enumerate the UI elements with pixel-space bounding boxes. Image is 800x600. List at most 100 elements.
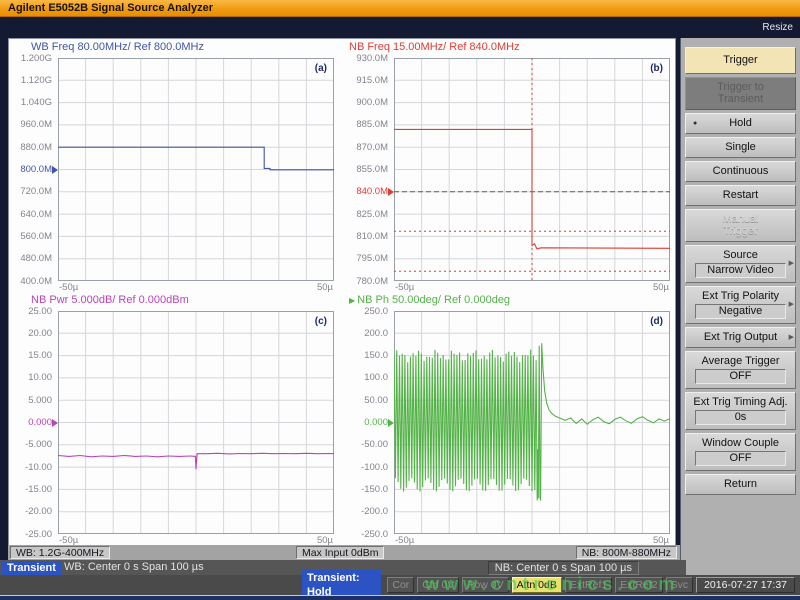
y-tick-label: 480.0M: [20, 253, 52, 264]
status-indicator: Cor: [387, 577, 414, 593]
y-tick-label: 800.0M: [20, 164, 52, 175]
y-axis-labels: 1.200G1.120G1.040G960.0M880.0M800.0M720.…: [9, 58, 55, 281]
softkey-value: OFF: [695, 369, 786, 384]
info-bar: WB: 1.2G-400MHz Max Input 0dBm NB: 800M-…: [8, 545, 680, 560]
reference-level-marker-icon: [52, 166, 58, 174]
softkey-return[interactable]: Return: [685, 474, 796, 495]
y-tick-label: 0.000: [364, 417, 388, 428]
reference-level-marker-icon: [388, 188, 394, 196]
status-indicator: Ctrl 0V: [417, 577, 459, 593]
softkey-value: Negative: [695, 304, 786, 319]
y-tick-label: -50.00: [361, 439, 388, 450]
datetime-display: 2016-07-27 17:37: [696, 577, 795, 593]
softkey-ext-trig-timing-adj[interactable]: Ext Trig Timing Adj.0s: [685, 392, 796, 430]
status-indicator: Svc: [666, 577, 694, 593]
y-tick-label: 960.0M: [20, 119, 52, 130]
softkey-label: Transient: [686, 93, 795, 105]
status-indicator: Attn 0dB: [512, 577, 562, 593]
y-tick-label: 400.0M: [20, 276, 52, 287]
softkey-source[interactable]: SourceNarrow Video▶: [685, 245, 796, 283]
bottom-strip: [0, 595, 800, 600]
y-tick-label: 825.0M: [356, 209, 388, 220]
softkey-label: Continuous: [686, 165, 795, 177]
y-tick-label: 20.00: [28, 328, 52, 339]
y-tick-label: 810.0M: [356, 231, 388, 242]
plot-nb-pwr[interactable]: NB Pwr 5.000dB/ Ref 0.000dBm 25.0020.0015…: [9, 292, 342, 545]
y-tick-label: 100.0: [364, 372, 388, 383]
softkey-label: Ext Trig Polarity: [686, 290, 795, 302]
y-tick-label: 250.0: [364, 306, 388, 317]
y-tick-label: 885.0M: [356, 119, 388, 130]
instrument-screen: Agilent E5052B Signal Source Analyzer Re…: [0, 0, 800, 600]
trace-svg: [394, 311, 670, 534]
y-tick-label: 780.0M: [356, 276, 388, 287]
y-axis-labels: 930.0M915.0M900.0M885.0M870.0M855.0M840.…: [345, 58, 391, 281]
submenu-arrow-icon: ▶: [789, 333, 794, 341]
softkey-label: Hold: [686, 117, 795, 129]
softkey-label: Single: [686, 141, 795, 153]
wb-sweep-label: WB: Center 0 s Span 100 µs: [64, 560, 204, 575]
transient-badge: Transient: [2, 561, 61, 575]
y-tick-label: 25.00: [28, 306, 52, 317]
y-tick-label: -15.00: [25, 484, 52, 495]
nb-sweep-box: NB: Center 0 s Span 100 µs: [488, 561, 639, 575]
softkey-label: Average Trigger: [686, 355, 795, 367]
nb-range-box: NB: 800M-880MHz: [576, 546, 677, 559]
resize-button[interactable]: Resize: [762, 22, 793, 33]
status-indicators: CorCtrl 0VPow 0VAttn 0dBExtRef1ExtRef2Sv…: [387, 577, 693, 593]
softkey-continuous[interactable]: Continuous: [685, 161, 796, 182]
wb-range-box: WB: 1.2G-400MHz: [10, 546, 110, 559]
softkey-window-couple[interactable]: Window CoupleOFF: [685, 433, 796, 471]
trace-svg: [58, 311, 334, 534]
softkey-single[interactable]: Single: [685, 137, 796, 158]
plot-corner-label: (a): [315, 63, 327, 74]
softkey-label: Trigger: [686, 54, 795, 66]
plot-nb-ph[interactable]: ▶NB Ph 50.00deg/ Ref 0.000deg250.0 200.0 1…: [345, 292, 675, 545]
softkey-ext-trig-output[interactable]: Ext Trig Output▶: [685, 327, 796, 348]
reference-level-marker-icon: [52, 419, 58, 427]
selected-bullet-icon: ●: [693, 120, 697, 127]
y-tick-label: -20.00: [25, 506, 52, 517]
reference-level-marker-icon: [388, 419, 394, 427]
plot-wb-freq[interactable]: WB Freq 80.00MHz/ Ref 800.0MHz1.200G1.12…: [9, 39, 342, 292]
plot-grid: (a): [58, 58, 334, 281]
softkey-label: Window Couple: [686, 437, 795, 449]
y-tick-label: 900.0M: [356, 97, 388, 108]
plot-panel: WB Freq 80.00MHz/ Ref 800.0MHz1.200G1.12…: [8, 38, 676, 547]
title-bar: Agilent E5052B Signal Source Analyzer: [0, 0, 800, 17]
softkey-restart[interactable]: Restart: [685, 185, 796, 206]
plot-title: WB Freq 80.00MHz/ Ref 800.0MHz: [31, 41, 204, 53]
plot-grid: (d): [394, 311, 670, 534]
y-tick-label: -100.0: [361, 462, 388, 473]
y-tick-label: 720.0M: [20, 186, 52, 197]
status-indicator: Pow 0V: [462, 577, 508, 593]
y-tick-label: 5.000: [28, 395, 52, 406]
softkey-label: Ext Trig Output: [686, 331, 795, 343]
status-indicator: ExtRef1: [565, 577, 612, 593]
y-tick-label: 200.0: [364, 328, 388, 339]
plot-title: NB Pwr 5.000dB/ Ref 0.000dBm: [31, 294, 189, 306]
plot-title: ▶NB Ph 50.00deg/ Ref 0.000deg: [349, 294, 510, 306]
plot-corner-label: (d): [650, 316, 663, 327]
plot-corner-label: (c): [315, 316, 327, 327]
softkey-hold[interactable]: Hold●: [685, 113, 796, 134]
softkey-trigger-title[interactable]: Trigger: [685, 47, 796, 74]
y-axis-labels: 25.0020.0015.0010.005.0000.000-5.000-10.…: [9, 311, 55, 534]
softkey-average-trigger[interactable]: Average Trigger OFF: [685, 351, 796, 389]
y-tick-label: 880.0M: [20, 142, 52, 153]
y-tick-label: 855.0M: [356, 164, 388, 175]
sidebar-base: [686, 545, 800, 575]
y-tick-label: 1.040G: [21, 97, 52, 108]
plot-grid: (c): [58, 311, 334, 534]
y-tick-label: 50.00: [364, 395, 388, 406]
plot-nb-freq[interactable]: NB Freq 15.00MHz/ Ref 840.0MHz930.0M915.…: [345, 39, 675, 292]
softkey-label: Source: [686, 249, 795, 261]
softkey-label: Return: [686, 478, 795, 490]
y-tick-label: -5.000: [25, 439, 52, 450]
softkey-menu: Trigger Trigger toTransient Hold● Single Con…: [680, 38, 800, 575]
softkey-label: Trigger to: [686, 81, 795, 93]
y-tick-label: -250.0: [361, 529, 388, 540]
softkey-ext-trig-polarity[interactable]: Ext Trig PolarityNegative▶: [685, 286, 796, 324]
max-input-box: Max Input 0dBm: [296, 546, 384, 559]
softkey-trigger-to-transient: Trigger toTransient: [685, 77, 796, 110]
